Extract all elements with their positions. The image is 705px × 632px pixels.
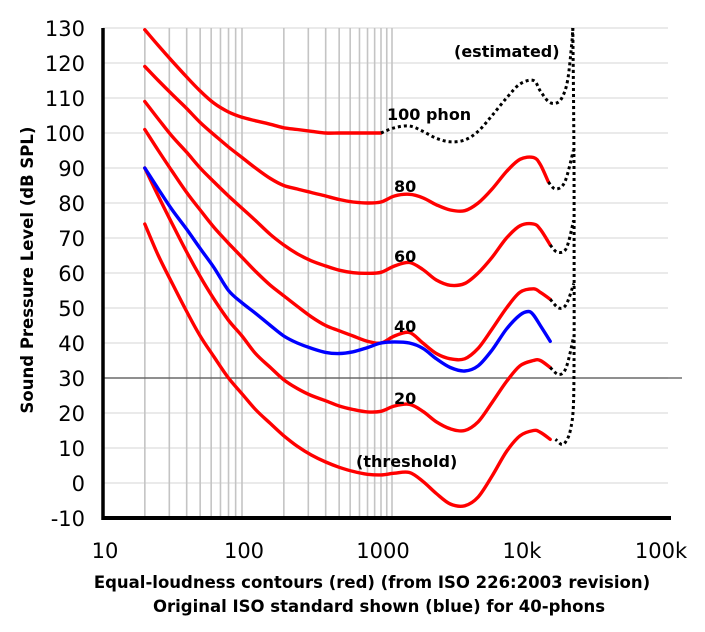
annotation-100-phon: 100 phon (387, 105, 471, 124)
x-tick-label: 100 (224, 539, 264, 563)
x-axis-title: Equal-loudness contours (red) (from ISO … (94, 573, 650, 592)
y-axis-title: Sound Pressure Level (dB SPL) (18, 127, 37, 414)
y-tick-label: 80 (58, 192, 85, 216)
x-axis-subtitle: Original ISO standard shown (blue) for 4… (153, 597, 605, 616)
annotation-60: 60 (394, 247, 416, 266)
annotation-40: 40 (394, 317, 416, 336)
gridlines (103, 27, 668, 518)
contour-100 (143, 28, 383, 135)
annotation-80: 80 (394, 177, 416, 196)
y-tick-label: 0 (72, 472, 85, 496)
estimated-curve-40-estimated- (549, 283, 576, 310)
y-tick-labels: -10 0 10 20 30 40 50 60 70 80 90 100 110 120 130 (45, 17, 85, 531)
estimated-curve-80-estimated- (547, 150, 575, 191)
y-tick-label: 50 (58, 297, 85, 321)
contour-40 (143, 127, 552, 362)
y-tick-label: 20 (58, 402, 85, 426)
y-tick-label: 70 (58, 227, 85, 251)
annotation-20: 20 (394, 389, 416, 408)
contour-threshold (143, 222, 552, 508)
y-tick-label: 30 (58, 367, 85, 391)
annotation-threshold: (threshold) (356, 452, 457, 471)
x-tick-label: 10 (92, 539, 119, 563)
y-tick-label: 90 (58, 157, 85, 181)
contour-60 (143, 99, 552, 288)
estimated-curve-60-estimated- (549, 220, 576, 255)
contour-20 (143, 166, 552, 433)
estimated-curve-estimated (554, 27, 576, 447)
contour-80 (143, 64, 551, 213)
y-tick-label: 40 (58, 332, 85, 356)
y-tick-label: 10 (58, 437, 85, 461)
estimated-curve-100 (380, 27, 575, 144)
y-tick-label: 100 (45, 122, 85, 146)
original-iso-curve-40-original-iso- (143, 166, 552, 373)
annotation-estimated: (estimated) (454, 42, 560, 61)
y-tick-label: -10 (51, 507, 85, 531)
x-tick-labels: 10 100 1000 10k 100k (92, 539, 688, 563)
x-tick-label: 100k (635, 539, 688, 563)
y-tick-label: 130 (45, 17, 85, 41)
curves (143, 27, 576, 508)
x-tick-label: 10k (503, 539, 543, 563)
x-tick-label: 1000 (356, 539, 409, 563)
y-tick-label: 60 (58, 262, 85, 286)
y-tick-label: 120 (45, 52, 85, 76)
y-tick-label: 110 (45, 87, 85, 111)
estimated-curve-20-estimated- (549, 335, 576, 376)
